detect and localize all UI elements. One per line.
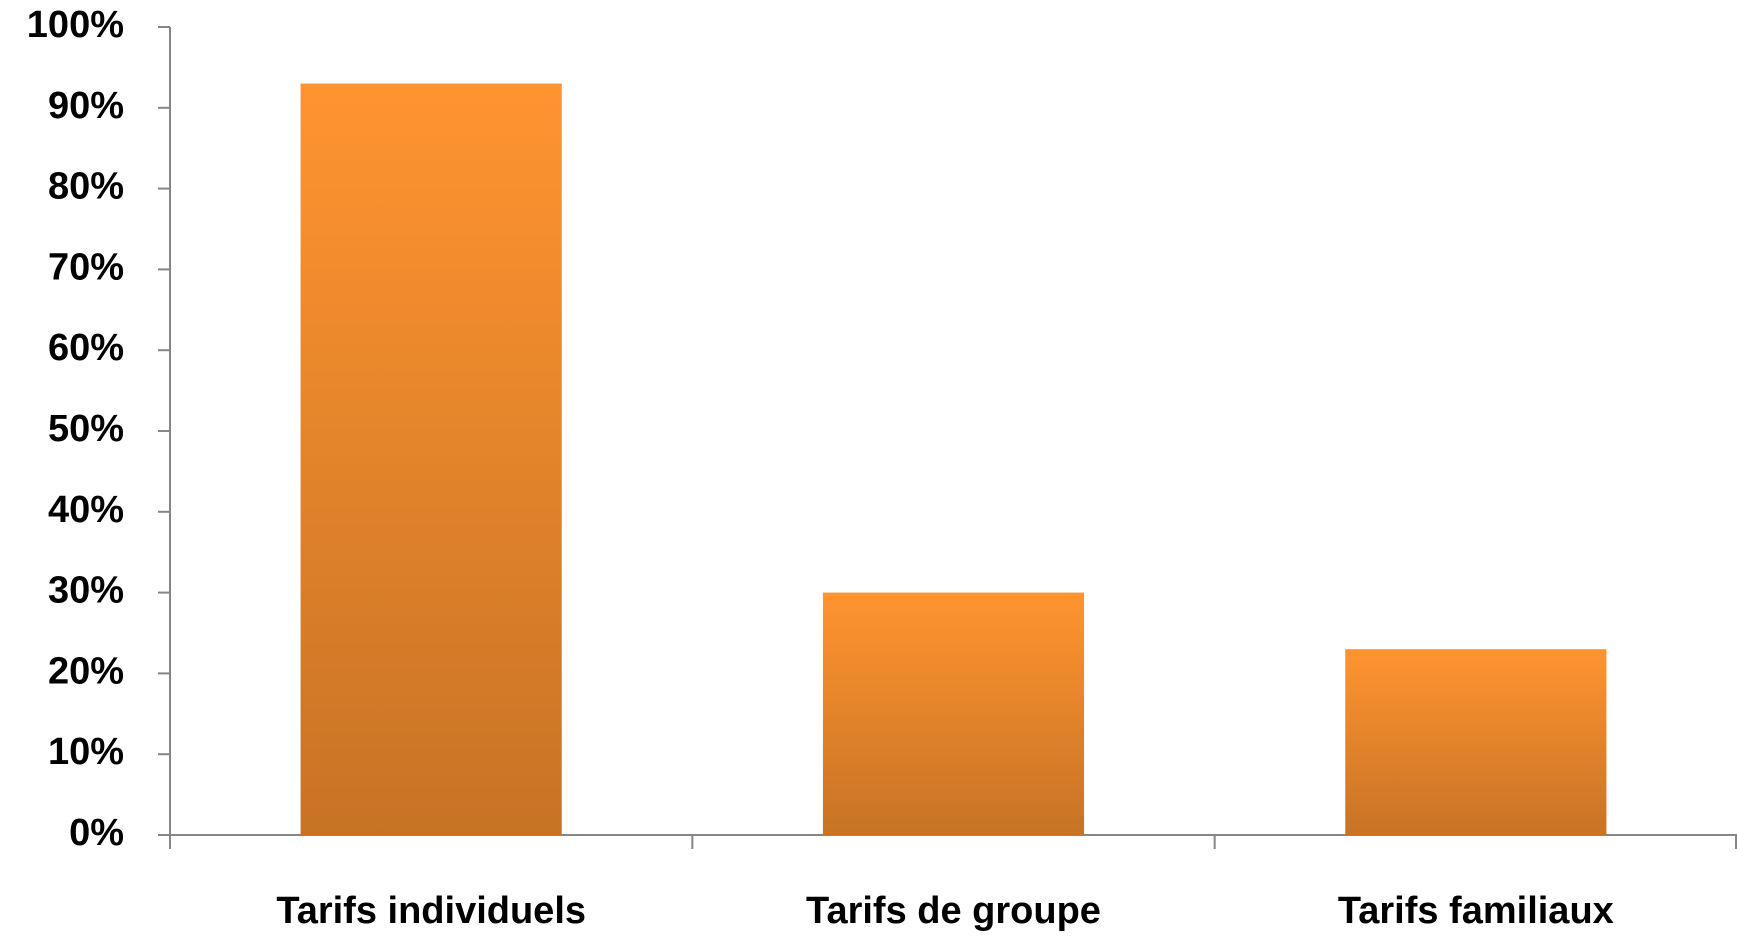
x-tick-label: Tarifs de groupe — [806, 890, 1101, 932]
x-tick-label: Tarifs individuels — [276, 890, 586, 932]
bar — [300, 83, 562, 835]
y-tick-label: 50% — [48, 408, 124, 450]
bar — [1345, 649, 1607, 835]
y-tick-label: 30% — [48, 570, 124, 612]
y-tick-label: 10% — [48, 731, 124, 773]
x-tick-label: Tarifs familiaux — [1338, 890, 1614, 932]
y-tick-label: 80% — [48, 166, 124, 208]
y-tick-label: 100% — [27, 4, 124, 46]
y-tick-label: 20% — [48, 650, 124, 692]
y-tick-label: 0% — [69, 812, 124, 854]
y-tick-label: 40% — [48, 489, 124, 531]
y-tick-label: 90% — [48, 85, 124, 127]
y-tick-label: 70% — [48, 246, 124, 288]
bar — [822, 592, 1085, 835]
y-tick-label: 60% — [48, 327, 124, 369]
